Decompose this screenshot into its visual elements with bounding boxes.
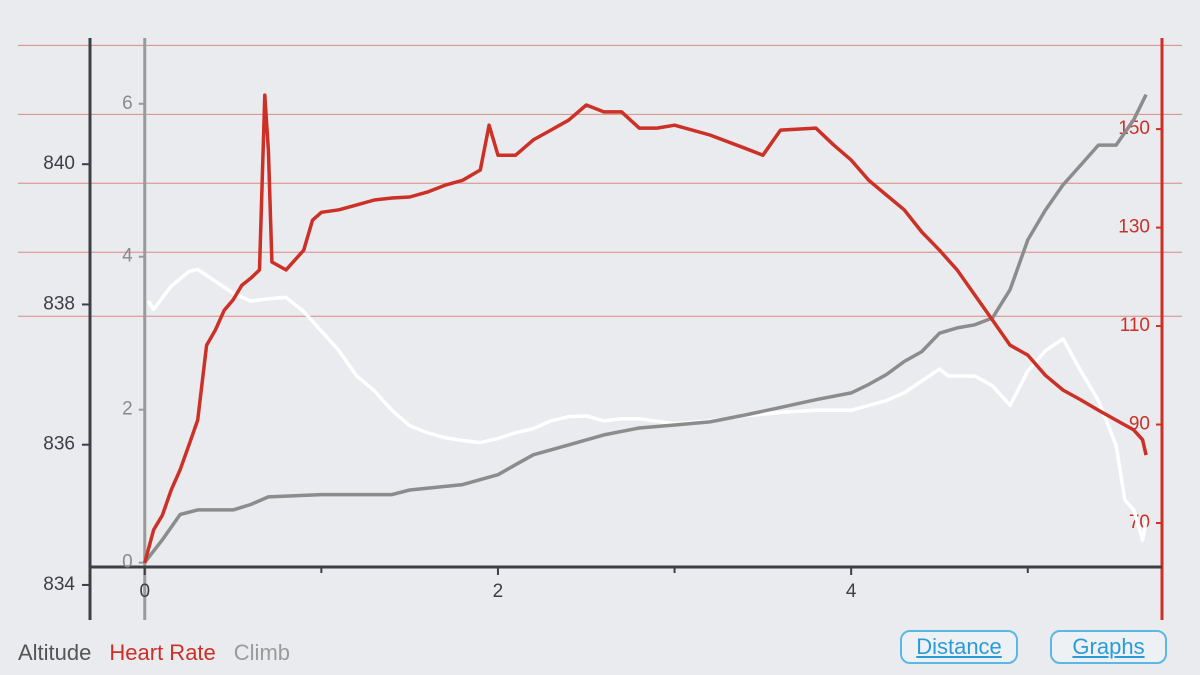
x-tick-label: 4: [846, 581, 857, 602]
series-line: [143, 93, 1148, 564]
climb-tick-label: 6: [122, 93, 133, 114]
legend-label: Climb: [234, 640, 290, 665]
x-tick-label: 2: [493, 581, 504, 602]
hr-tick-label: 110: [1120, 315, 1150, 336]
series-line: [143, 93, 1148, 564]
series-line: [146, 267, 1148, 542]
graphs-button[interactable]: Graphs: [1050, 630, 1167, 664]
hr-tick-label: 150: [1118, 118, 1150, 139]
x-tick-label: 0: [139, 581, 150, 602]
y-tick-label: 838: [43, 293, 75, 314]
climb-tick-label: 2: [122, 399, 133, 420]
y-tick-label: 834: [43, 574, 75, 595]
legend-label: Heart Rate: [109, 640, 215, 665]
hr-tick-label: 130: [1118, 217, 1150, 238]
hr-tick-label: 90: [1129, 414, 1150, 435]
climb-tick-label: 0: [122, 552, 133, 573]
legend-label: Altitude: [18, 640, 91, 665]
distance-button[interactable]: Distance: [900, 630, 1018, 664]
climb-tick-label: 4: [122, 246, 133, 267]
y-tick-label: 840: [43, 153, 75, 174]
y-tick-label: 836: [43, 434, 75, 455]
